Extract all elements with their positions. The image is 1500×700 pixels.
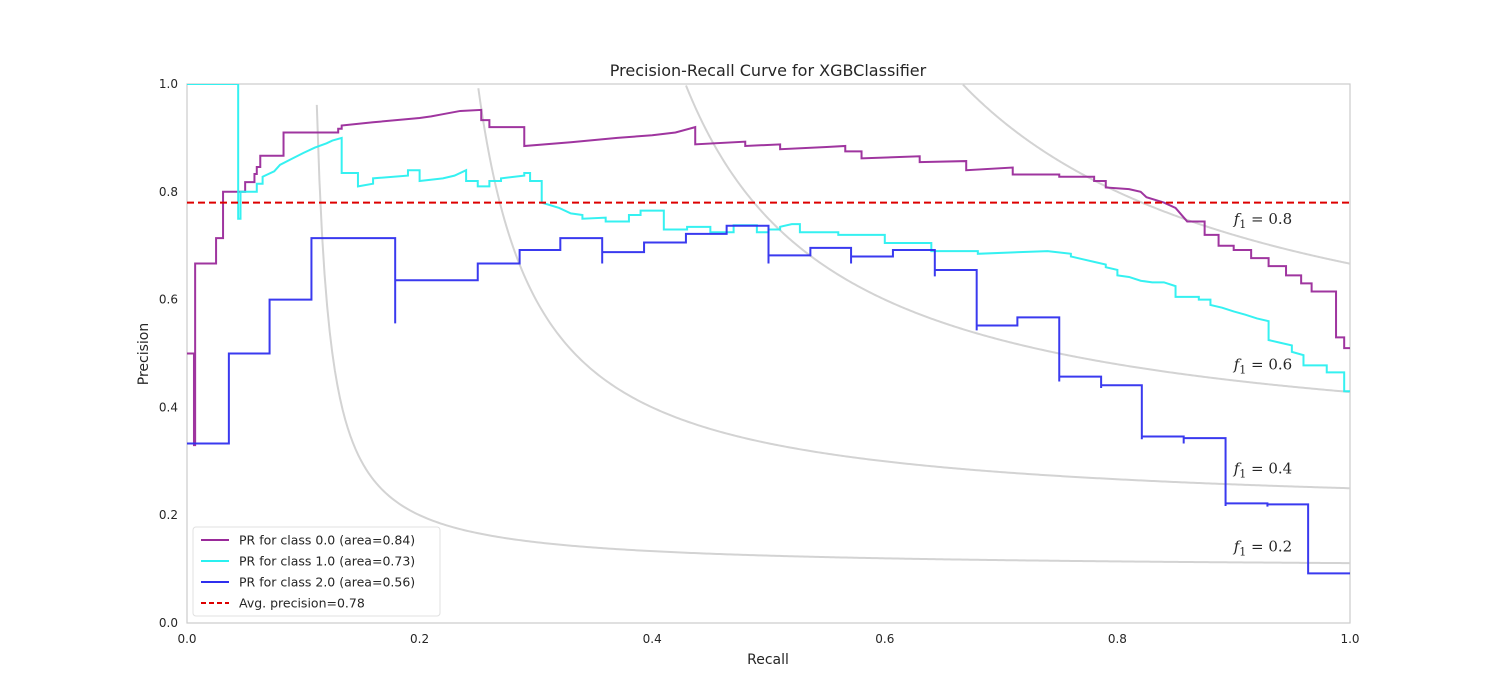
y-tick-label: 0.6 [159, 293, 178, 307]
series-line-class-2 [187, 224, 1350, 575]
y-tick-label: 0.0 [159, 616, 178, 630]
iso-f1-labels: f1 = 0.2 f1 = 0.4 f1 = 0.6 f1 = 0.8 [1233, 210, 1293, 558]
x-axis-ticks: 0.0 0.2 0.4 0.6 0.8 1.0 [177, 632, 1359, 646]
iso-f1-curve-3 [962, 84, 1350, 265]
x-tick-label: 0.6 [875, 632, 894, 646]
x-tick-label: 0.8 [1108, 632, 1127, 646]
x-tick-label: 1.0 [1340, 632, 1359, 646]
x-axis-label: Recall [747, 652, 789, 668]
iso-f1-label-3: f1 = 0.8 [1233, 210, 1293, 231]
series-line-class-0 [187, 108, 1350, 447]
iso-f1-label-2: f1 = 0.6 [1233, 356, 1293, 377]
iso-f1-label-1: f1 = 0.4 [1233, 460, 1293, 481]
iso-f1-curve-0 [315, 104, 1350, 565]
iso-f1-label-0: f1 = 0.2 [1233, 538, 1293, 559]
y-axis-label: Precision [136, 323, 152, 385]
legend-box [192, 526, 441, 617]
iso-f1-curve-2 [685, 85, 1350, 393]
legend-entry-1: PR for class 1.0 (area=0.73) [239, 554, 415, 569]
legend-entry-2: PR for class 2.0 (area=0.56) [239, 575, 415, 590]
iso-f1-curve-1 [477, 88, 1350, 490]
x-tick-label: 0.4 [643, 632, 662, 646]
series-line-class-1 [187, 84, 1350, 393]
y-tick-label: 0.4 [159, 400, 178, 414]
legend-entry-0: PR for class 0.0 (area=0.84) [239, 533, 415, 548]
legend-entry-3: Avg. precision=0.78 [239, 596, 365, 611]
pr-series-lines [187, 84, 1350, 575]
x-tick-label: 0.0 [177, 632, 196, 646]
x-tick-label: 0.2 [410, 632, 429, 646]
y-tick-label: 1.0 [159, 77, 178, 91]
iso-f1-curves [315, 84, 1350, 565]
y-axis-ticks: 0.0 0.2 0.4 0.6 0.8 1.0 [159, 77, 178, 630]
y-tick-label: 0.8 [159, 185, 178, 199]
chart-title: Precision-Recall Curve for XGBClassifier [610, 61, 927, 80]
legend: PR for class 0.0 (area=0.84) PR for class… [192, 526, 441, 617]
y-tick-label: 0.2 [159, 508, 178, 522]
